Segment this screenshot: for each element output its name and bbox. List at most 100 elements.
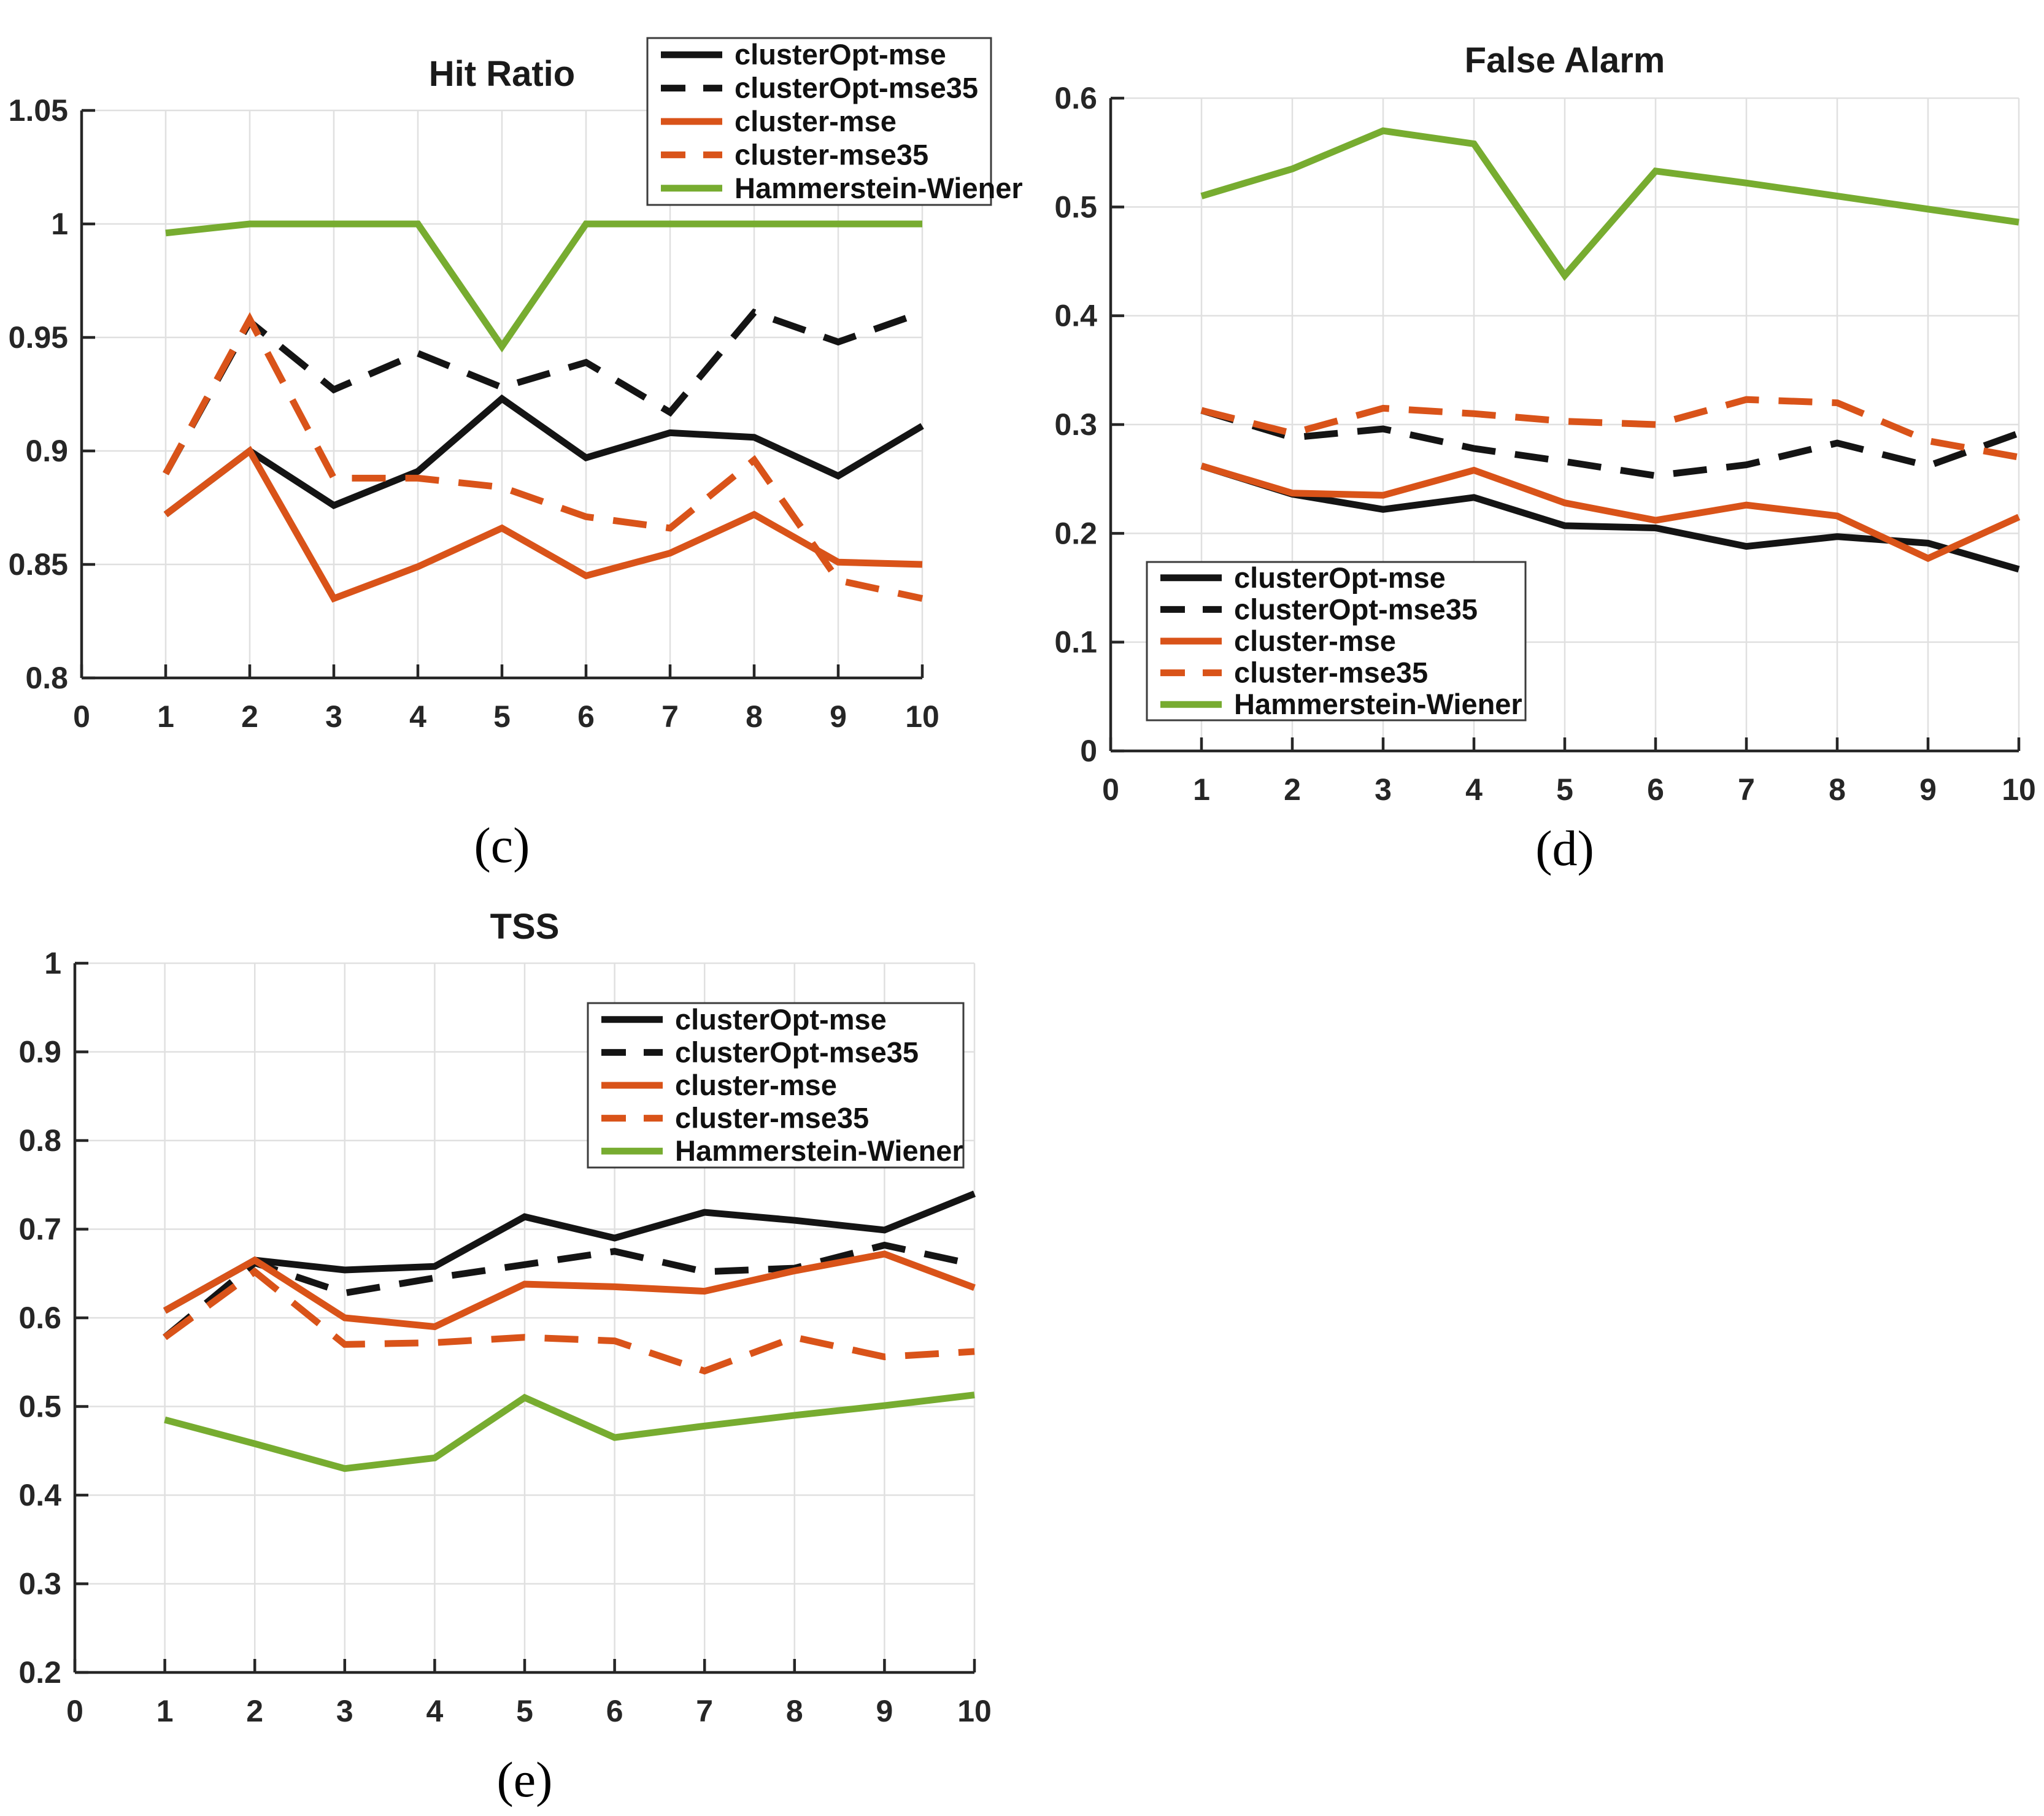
x-tick-label: 7 [696, 1694, 713, 1728]
legend-item-Hammerstein-Wiener: Hammerstein-Wiener [661, 172, 1023, 204]
x-tick-label: 8 [746, 699, 763, 734]
x-tick-label: 10 [905, 699, 939, 734]
x-tick-label: 2 [241, 699, 258, 734]
legend-item-cluster-mse35: cluster-mse35 [601, 1102, 869, 1134]
x-tick-label: 3 [336, 1694, 353, 1728]
y-tick-label: 0 [1080, 734, 1097, 768]
x-tick-label: 2 [246, 1694, 263, 1728]
legend-box: clusterOpt-mseclusterOpt-mse35cluster-ms… [646, 37, 1023, 206]
legend-label: Hammerstein-Wiener [675, 1134, 963, 1167]
plot-area-false-alarm: 0 1 2 3 4 5 6 7 8 9 10 0 0.1 0.2 0.3 0.4 0.5 0.6 clusterOp… [1054, 81, 2035, 807]
legend-label: clusterOpt-mse35 [1234, 593, 1478, 625]
chart-sublabel-e: (e) [496, 1752, 552, 1807]
legend-label: cluster-mse35 [675, 1102, 869, 1134]
legend-item-cluster-mse: cluster-mse [601, 1069, 837, 1101]
plot-area-tss: 0 1 2 3 4 5 6 7 8 9 10 0.2 0.3 0.4 0.5 0.6 0.7 0.8 0.9 1 clu… [18, 946, 991, 1728]
chart-title-tss: TSS [490, 907, 560, 947]
y-tick-label: 0.95 [9, 320, 68, 355]
x-tick-label: 0 [73, 699, 90, 734]
x-tick-label: 6 [606, 1694, 623, 1728]
legend-item-cluster-mse35: cluster-mse35 [661, 138, 928, 171]
x-tick-label: 5 [493, 699, 511, 734]
y-tick-label: 0.2 [18, 1655, 61, 1690]
y-tick-label: 0.6 [18, 1301, 61, 1335]
x-tick-label: 6 [577, 699, 595, 734]
x-tick-label: 10 [2002, 772, 2036, 807]
x-tick-label: 9 [830, 699, 847, 734]
chart-title-false-alarm: False Alarm [1465, 40, 1665, 80]
x-tick-label: 1 [156, 1694, 174, 1728]
y-tick-label: 0.8 [25, 661, 68, 695]
x-tick-label: 4 [409, 699, 426, 734]
x-tick-label: 9 [876, 1694, 893, 1728]
legend-label: cluster-mse [735, 105, 897, 137]
y-tick-label: 1 [51, 207, 68, 241]
y-tick-label: 0.85 [9, 547, 68, 582]
series-clusterOpt-mse35 [163, 308, 924, 475]
legend-item-clusterOpt-mse35: clusterOpt-mse35 [661, 72, 978, 104]
series-clusterOpt-mse35 [163, 1241, 976, 1341]
x-tick-label: 3 [325, 699, 342, 734]
series-Hammerstein-Wiener [164, 1391, 975, 1472]
legend-label: cluster-mse35 [1234, 656, 1428, 689]
x-tick-label: 10 [957, 1694, 992, 1728]
legend-label: clusterOpt-mse [735, 38, 946, 71]
y-tick-label: 1.05 [9, 93, 68, 128]
series-cluster-mse35 [163, 1267, 975, 1375]
legend-label: clusterOpt-mse [675, 1003, 887, 1036]
series-cluster-mse [163, 1250, 976, 1331]
x-tick-label: 4 [426, 1694, 443, 1728]
legend-item-Hammerstein-Wiener: Hammerstein-Wiener [601, 1134, 963, 1167]
y-tick-label: 0.3 [18, 1567, 61, 1601]
series-cluster-mse [1200, 463, 2021, 563]
legend-item-clusterOpt-mse: clusterOpt-mse [601, 1003, 887, 1036]
series-clusterOpt-mse35 [1200, 407, 2020, 479]
series-cluster-mse [163, 445, 923, 603]
legend-label: cluster-mse [1234, 625, 1396, 657]
x-tick-label: 3 [1375, 772, 1392, 807]
legend-label: cluster-mse [675, 1069, 837, 1101]
legend-item-clusterOpt-mse: clusterOpt-mse [661, 38, 946, 71]
x-tick-label: 1 [157, 699, 174, 734]
chart-sublabel-d: (d) [1535, 820, 1594, 876]
y-tick-label: 0.2 [1054, 516, 1097, 550]
series-Hammerstein-Wiener [1200, 127, 2019, 282]
y-tick-label: 0.1 [1054, 625, 1097, 660]
series-clusterOpt-mse [163, 1190, 976, 1314]
legend-label: Hammerstein-Wiener [735, 172, 1023, 204]
x-tick-label: 7 [1738, 772, 1755, 807]
x-tick-label: 5 [1556, 772, 1573, 807]
legend-item-cluster-mse35: cluster-mse35 [1160, 656, 1428, 689]
y-tick-label: 0.5 [18, 1390, 61, 1424]
series-cluster-mse35 [163, 312, 924, 602]
y-tick-label: 0.4 [18, 1478, 61, 1512]
series-Hammerstein-Wiener [165, 220, 922, 353]
legend-label: clusterOpt-mse35 [735, 72, 978, 104]
y-tick-label: 0.9 [25, 434, 68, 468]
x-tick-label: 8 [1829, 772, 1846, 807]
legend-label: clusterOpt-mse35 [675, 1036, 919, 1068]
legend-box: clusterOpt-mseclusterOpt-mse35cluster-ms… [587, 1002, 965, 1169]
chart-false-alarm: 0 1 2 3 4 5 6 7 8 9 10 0 0.1 0.2 0.3 0.4 0.5 0.6 clusterOp… [1054, 40, 2035, 876]
chart-hit-ratio: 0 1 2 3 4 5 6 7 8 9 10 0.8 0.85 0.9 0.95 1 1.05 clusterOp… [9, 37, 1023, 873]
y-tick-label: 0.4 [1054, 299, 1097, 333]
x-tick-label: 8 [786, 1694, 803, 1728]
chart-title-hit-ratio: Hit Ratio [429, 54, 575, 94]
x-tick-label: 6 [1647, 772, 1664, 807]
y-tick-label: 0.8 [18, 1123, 61, 1158]
legend-label: clusterOpt-mse [1234, 561, 1446, 594]
legend-item-clusterOpt-mse35: clusterOpt-mse35 [601, 1036, 919, 1068]
y-tick-label: 0.6 [1054, 81, 1097, 115]
plot-area-hit-ratio: 0 1 2 3 4 5 6 7 8 9 10 0.8 0.85 0.9 0.95 1 1.05 clusterOp… [9, 37, 1023, 734]
legend-item-clusterOpt-mse: clusterOpt-mse [1160, 561, 1446, 594]
x-tick-label: 7 [661, 699, 679, 734]
legend-item-cluster-mse: cluster-mse [1160, 625, 1396, 657]
y-tick-label: 0.5 [1054, 190, 1097, 224]
x-tick-label: 9 [1919, 772, 1937, 807]
chart-tss: 0 1 2 3 4 5 6 7 8 9 10 0.2 0.3 0.4 0.5 0.6 0.7 0.8 0.9 1 clu… [18, 907, 991, 1807]
legend-label: Hammerstein-Wiener [1234, 688, 1522, 720]
x-tick-label: 0 [66, 1694, 83, 1728]
y-tick-label: 0.3 [1054, 407, 1097, 442]
x-tick-label: 2 [1284, 772, 1301, 807]
